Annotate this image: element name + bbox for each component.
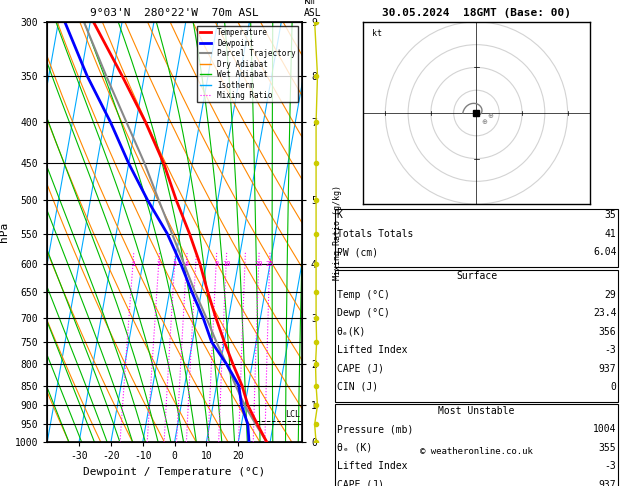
Text: 29: 29 <box>604 290 616 300</box>
Text: 20: 20 <box>255 261 263 267</box>
Text: kt: kt <box>372 29 382 37</box>
Text: ⊕: ⊕ <box>481 120 487 125</box>
Text: Dewp (°C): Dewp (°C) <box>337 308 389 318</box>
Text: Temp (°C): Temp (°C) <box>337 290 389 300</box>
Text: CAPE (J): CAPE (J) <box>337 364 384 374</box>
Text: Surface: Surface <box>456 271 497 281</box>
Text: PW (cm): PW (cm) <box>337 247 377 258</box>
Legend: Temperature, Dewpoint, Parcel Trajectory, Dry Adiabat, Wet Adiabat, Isotherm, Mi: Temperature, Dewpoint, Parcel Trajectory… <box>198 26 298 103</box>
Text: 6.04: 6.04 <box>593 247 616 258</box>
Text: K: K <box>337 210 342 221</box>
Text: CAPE (J): CAPE (J) <box>337 480 384 486</box>
Text: 2: 2 <box>157 261 161 267</box>
Text: CIN (J): CIN (J) <box>337 382 377 392</box>
Text: ⊕: ⊕ <box>488 113 494 119</box>
Text: Lifted Index: Lifted Index <box>337 461 407 471</box>
Text: 4: 4 <box>184 261 189 267</box>
Text: Totals Totals: Totals Totals <box>337 229 413 239</box>
Text: LCL: LCL <box>286 410 300 419</box>
Text: km
ASL: km ASL <box>304 0 321 18</box>
Text: 9°03'N  280°22'W  70m ASL: 9°03'N 280°22'W 70m ASL <box>90 8 259 18</box>
Text: θₑ(K): θₑ(K) <box>337 327 366 337</box>
Text: 1004: 1004 <box>593 424 616 434</box>
Text: © weatheronline.co.uk: © weatheronline.co.uk <box>420 447 533 456</box>
Text: 355: 355 <box>599 443 616 453</box>
Text: θₑ (K): θₑ (K) <box>337 443 372 453</box>
Text: -3: -3 <box>604 461 616 471</box>
Text: 41: 41 <box>604 229 616 239</box>
Text: 8: 8 <box>214 261 218 267</box>
Text: Most Unstable: Most Unstable <box>438 406 515 416</box>
Text: 30.05.2024  18GMT (Base: 00): 30.05.2024 18GMT (Base: 00) <box>382 8 571 18</box>
Text: 23.4: 23.4 <box>593 308 616 318</box>
Text: 937: 937 <box>599 480 616 486</box>
Text: 35: 35 <box>604 210 616 221</box>
Text: Mixing Ratio (g/kg): Mixing Ratio (g/kg) <box>333 185 342 279</box>
Text: Pressure (mb): Pressure (mb) <box>337 424 413 434</box>
X-axis label: Dewpoint / Temperature (°C): Dewpoint / Temperature (°C) <box>84 467 265 477</box>
Text: 356: 356 <box>599 327 616 337</box>
Text: 10: 10 <box>222 261 231 267</box>
Text: -3: -3 <box>604 345 616 355</box>
Text: 0: 0 <box>611 382 616 392</box>
Text: 1: 1 <box>131 261 135 267</box>
Text: 25: 25 <box>265 261 274 267</box>
Text: 937: 937 <box>599 364 616 374</box>
Text: 3: 3 <box>173 261 177 267</box>
Text: Lifted Index: Lifted Index <box>337 345 407 355</box>
Y-axis label: hPa: hPa <box>0 222 9 242</box>
